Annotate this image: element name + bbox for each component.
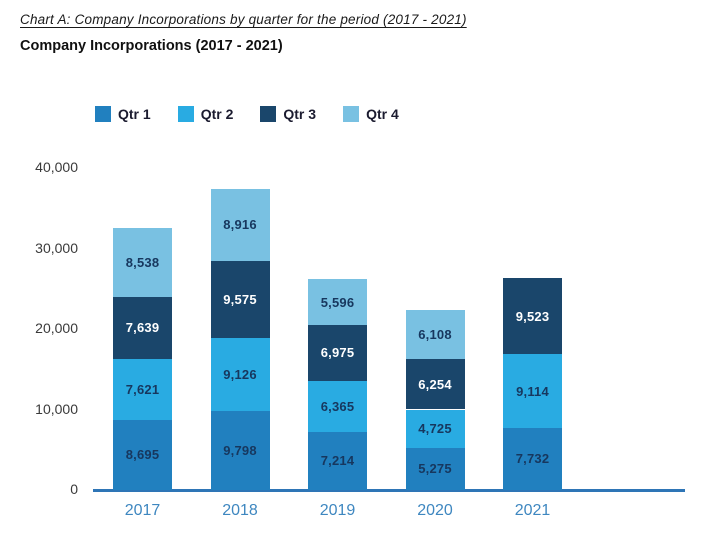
bar-segment-value: 9,798 bbox=[223, 443, 257, 459]
y-axis-tick-label: 20,000 bbox=[35, 320, 78, 336]
legend-label: Qtr 4 bbox=[366, 106, 399, 122]
bar-segment-value: 4,725 bbox=[418, 421, 452, 437]
y-axis-tick-label: 10,000 bbox=[35, 400, 78, 417]
bar-segment-value: 5,596 bbox=[320, 294, 355, 310]
bar-segment-value: 7,639 bbox=[125, 320, 160, 336]
bar-segment-qtr2-2017: 7,621 bbox=[113, 358, 172, 420]
legend-swatch-icon bbox=[177, 106, 194, 122]
bar-segment-value: 9,114 bbox=[516, 383, 549, 399]
x-axis-tick-label: 2020 bbox=[417, 502, 453, 519]
y-axis-tick-label: 30,000 bbox=[35, 239, 78, 256]
bar-segment-value: 9,575 bbox=[223, 291, 257, 307]
bar-segment-qtr2-2018: 9,126 bbox=[210, 337, 270, 412]
bar-segment-qtr3-2020: 6,254 bbox=[405, 359, 465, 410]
bar-segment-qtr2-2019: 6,365 bbox=[308, 380, 367, 432]
x-axis-tick-label: 2017 bbox=[124, 502, 161, 519]
bar-segment-value: 9,523 bbox=[515, 308, 550, 324]
bar-segment-value: 6,365 bbox=[320, 398, 355, 414]
legend-item: Qtr 2 bbox=[177, 106, 234, 122]
y-axis-tick-label: 0 bbox=[70, 481, 78, 497]
bar-segment-qtr4-2020: 6,108 bbox=[405, 309, 465, 360]
bar-segment-value: 9,126 bbox=[223, 366, 257, 382]
bar-segment-value: 6,254 bbox=[418, 376, 452, 392]
bar-segment-value: 8,538 bbox=[125, 255, 160, 271]
bar-segment-value: 7,214 bbox=[320, 453, 355, 469]
document-title: Chart A: Company Incorporations by quart… bbox=[20, 12, 467, 27]
x-axis-tick-label: 2018 bbox=[222, 502, 258, 519]
legend-item: Qtr 4 bbox=[343, 106, 399, 122]
bar-segment-value: 7,732 bbox=[515, 451, 550, 467]
chart-heading: Company Incorporations (2017 - 2021) bbox=[20, 38, 283, 54]
bar-segment-qtr2-2021: 9,114 bbox=[503, 354, 562, 428]
legend-label: Qtr 2 bbox=[200, 106, 234, 122]
bar-segment-qtr4-2019: 5,596 bbox=[308, 279, 367, 325]
bar-segment-qtr1-2018: 9,798 bbox=[210, 411, 270, 490]
legend-label: Qtr 1 bbox=[118, 106, 151, 122]
bar-segment-qtr1-2019: 7,214 bbox=[308, 431, 367, 490]
bar-segment-qtr1-2020: 5,275 bbox=[405, 447, 465, 490]
bar-segment-qtr3-2019: 6,975 bbox=[308, 324, 367, 381]
legend-item: Qtr 1 bbox=[95, 106, 151, 122]
bar-segment-qtr4-2018: 8,916 bbox=[210, 188, 270, 261]
bar-segment-qtr2-2020: 4,725 bbox=[405, 409, 465, 448]
bar-segment-value: 7,621 bbox=[125, 381, 160, 397]
bar-segment-value: 6,975 bbox=[320, 345, 355, 361]
bar-segment-qtr3-2021: 9,523 bbox=[503, 277, 562, 355]
bar-segment-qtr1-2017: 8,695 bbox=[113, 420, 172, 490]
x-axis-line bbox=[93, 489, 685, 492]
legend-item: Qtr 3 bbox=[260, 106, 316, 122]
bar-segment-qtr3-2018: 9,575 bbox=[210, 260, 270, 338]
legend-swatch-icon bbox=[343, 106, 360, 122]
bar-segment-value: 8,695 bbox=[125, 447, 160, 463]
bar-segment-qtr3-2017: 7,639 bbox=[113, 297, 172, 359]
legend-label: Qtr 3 bbox=[283, 106, 317, 122]
bar-segment-qtr4-2017: 8,538 bbox=[113, 228, 172, 298]
bar-segment-qtr1-2021: 7,732 bbox=[503, 427, 562, 490]
legend-swatch-icon bbox=[95, 106, 111, 122]
legend-swatch-icon bbox=[260, 106, 277, 122]
chart-legend: Qtr 1 Qtr 2 Qtr 3 Qtr 4 bbox=[95, 106, 426, 122]
bar-segment-value: 6,108 bbox=[418, 327, 452, 343]
y-axis-tick-label: 40,000 bbox=[35, 159, 78, 175]
bar-segment-value: 5,275 bbox=[418, 461, 452, 477]
bar-segment-value: 8,916 bbox=[223, 217, 257, 233]
x-axis-tick-label: 2019 bbox=[319, 502, 356, 519]
x-axis-tick-label: 2021 bbox=[514, 502, 551, 519]
